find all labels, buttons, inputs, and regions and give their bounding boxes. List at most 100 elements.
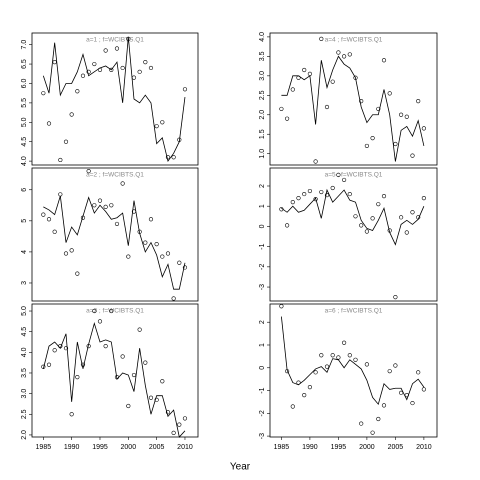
point bbox=[114, 375, 120, 380]
point bbox=[296, 75, 301, 80]
point bbox=[398, 112, 404, 117]
panel-title: a=1 ; f=WCIBTS.Q1 bbox=[86, 37, 144, 44]
line bbox=[281, 188, 425, 246]
point bbox=[154, 242, 159, 247]
x-tick-label: 1995 bbox=[331, 444, 347, 451]
point bbox=[120, 65, 125, 71]
panel-frame bbox=[269, 32, 438, 166]
point bbox=[63, 346, 69, 351]
point bbox=[131, 75, 137, 80]
point bbox=[359, 421, 364, 426]
y-tick-label: -1 bbox=[259, 243, 266, 249]
point bbox=[126, 254, 131, 259]
y-tick-label: 5.0 bbox=[21, 117, 28, 127]
y-tick-label: 3.0 bbox=[259, 71, 266, 81]
y-tick-label: 4.5 bbox=[21, 327, 28, 337]
point bbox=[381, 58, 387, 63]
point bbox=[290, 200, 295, 205]
point bbox=[370, 136, 375, 141]
point bbox=[302, 191, 307, 197]
point bbox=[137, 69, 142, 74]
line bbox=[42, 36, 186, 163]
point bbox=[347, 191, 352, 197]
point bbox=[330, 353, 335, 358]
point bbox=[177, 422, 182, 427]
point bbox=[387, 228, 392, 233]
point bbox=[364, 362, 369, 367]
point bbox=[341, 340, 347, 345]
panel: a=1 ; f=WCIBTS.Q1 4.0 4.5 5.0 5.5 6.0 6.5 7.0 bbox=[21, 32, 199, 166]
point bbox=[46, 121, 52, 126]
point bbox=[416, 99, 421, 104]
point bbox=[353, 357, 358, 362]
y-tick-label: 2.0 bbox=[21, 430, 28, 440]
y-tick-label: 7.0 bbox=[21, 40, 28, 50]
point bbox=[41, 364, 46, 369]
point bbox=[148, 217, 154, 222]
point bbox=[284, 223, 290, 228]
point bbox=[330, 185, 335, 191]
point bbox=[370, 430, 375, 435]
point bbox=[148, 65, 154, 71]
point bbox=[313, 370, 318, 375]
point bbox=[290, 404, 295, 409]
point bbox=[52, 60, 57, 65]
point bbox=[171, 430, 176, 435]
point bbox=[75, 375, 80, 380]
point bbox=[336, 172, 341, 177]
x-axis-label: Year bbox=[230, 462, 251, 473]
point bbox=[370, 216, 375, 221]
point bbox=[336, 50, 341, 55]
point bbox=[92, 308, 97, 314]
panel-title: a=2 ; f=WCIBTS.Q1 bbox=[86, 172, 144, 179]
point bbox=[416, 215, 421, 220]
y-tick-label: 2.5 bbox=[259, 90, 266, 100]
point bbox=[160, 120, 165, 125]
point bbox=[126, 403, 131, 409]
y-tick-label: 6.0 bbox=[21, 78, 28, 88]
point bbox=[69, 412, 74, 417]
point bbox=[307, 188, 312, 194]
point bbox=[58, 157, 63, 163]
point bbox=[347, 52, 352, 57]
y-tick-label: -3 bbox=[259, 433, 266, 439]
y-tick-label: 1.5 bbox=[259, 129, 266, 139]
point bbox=[165, 155, 171, 160]
line bbox=[42, 321, 186, 438]
point bbox=[182, 87, 188, 92]
panel-frame bbox=[31, 167, 199, 302]
point bbox=[154, 124, 159, 129]
panel-title: a=5 ; f=WCIBTS.Q1 bbox=[325, 172, 383, 179]
y-tick-label: 5.5 bbox=[21, 98, 28, 108]
panel-frame bbox=[31, 303, 199, 438]
x-tick-label: 2005 bbox=[388, 444, 404, 451]
y-tick-label: 3.5 bbox=[21, 368, 28, 378]
panel-title: a=3 ; f=WCIBTS.Q1 bbox=[86, 308, 144, 315]
point bbox=[421, 126, 426, 131]
y-tick-label: 4.0 bbox=[21, 347, 28, 357]
point bbox=[359, 223, 364, 228]
line bbox=[43, 195, 186, 290]
point bbox=[404, 230, 409, 235]
point bbox=[182, 416, 188, 421]
point bbox=[41, 91, 46, 96]
point bbox=[97, 67, 103, 72]
point bbox=[364, 229, 369, 234]
y-tick-label: 2 bbox=[259, 320, 266, 324]
panel: a=6 ; f=WCIBTS.Q1 -3 -2 -1 0 1 2 1985 1990 1995 20… bbox=[259, 303, 438, 451]
point bbox=[143, 60, 148, 65]
point bbox=[92, 61, 97, 67]
point bbox=[313, 159, 318, 164]
y-tick-label: 2 bbox=[259, 184, 266, 188]
y-tick-label: 6 bbox=[21, 188, 28, 192]
point bbox=[319, 353, 324, 358]
point bbox=[109, 308, 114, 314]
point bbox=[324, 364, 330, 369]
point bbox=[92, 203, 97, 208]
y-tick-label: 4.5 bbox=[21, 137, 28, 147]
x-tick-label: 1985 bbox=[274, 444, 290, 451]
panel-title: a=4 ; f=WCIBTS.Q1 bbox=[325, 37, 383, 44]
point bbox=[86, 69, 91, 74]
point bbox=[387, 91, 392, 96]
